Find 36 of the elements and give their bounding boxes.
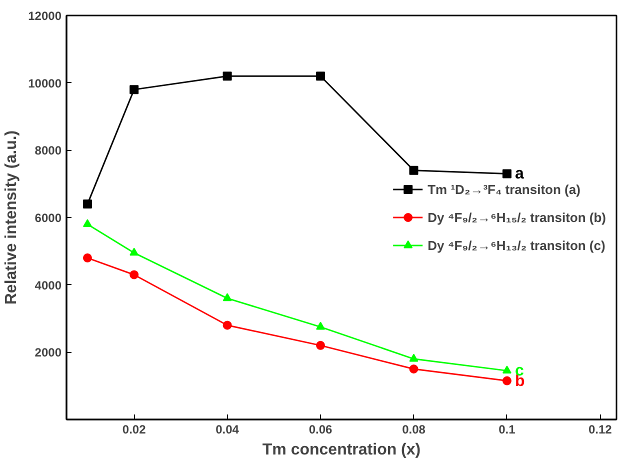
y-tick-label: 8000 <box>34 144 62 158</box>
y-tick-label: 12000 <box>28 9 62 23</box>
x-tick-label: 0.1 <box>498 422 516 436</box>
legend-label: Tm ¹D₂→³F₄ transiton (a) <box>428 182 580 196</box>
y-tick-label: 6000 <box>34 211 62 225</box>
point <box>316 72 326 81</box>
point <box>409 166 418 175</box>
point <box>82 219 92 228</box>
x-tick-label: 0.08 <box>402 422 426 436</box>
point <box>409 364 418 374</box>
y-axis-title: Relative intensity (a.u.) <box>3 130 20 305</box>
point <box>316 340 326 350</box>
point <box>502 376 512 386</box>
legend-label: Dy ⁴F₉/₂→⁶H₁₃/₂ transiton (c) <box>428 238 606 252</box>
point <box>130 270 139 280</box>
x-tick-label: 0.06 <box>308 422 333 436</box>
x-axis-title: Tm concentration (x) <box>262 442 421 458</box>
point <box>82 253 92 262</box>
annotation: a <box>514 166 524 183</box>
y-tick-label: 4000 <box>34 278 62 292</box>
point <box>502 169 512 178</box>
point <box>82 200 92 209</box>
x-tick-label: 0.12 <box>588 422 612 436</box>
point <box>130 248 139 256</box>
x-tick-label: 0.02 <box>122 422 146 436</box>
y-tick-label: 10000 <box>28 76 62 90</box>
point <box>502 366 512 374</box>
point <box>222 72 232 81</box>
y-tick-label: 2000 <box>34 346 62 360</box>
legend-label: Dy ⁴F₉/₂→⁶H₁₅/₂ transiton (b) <box>428 210 606 224</box>
point <box>130 85 139 94</box>
x-tick-label: 0.04 <box>216 422 240 436</box>
point <box>409 354 418 362</box>
point <box>316 322 326 330</box>
point <box>222 320 232 330</box>
point <box>222 293 232 302</box>
